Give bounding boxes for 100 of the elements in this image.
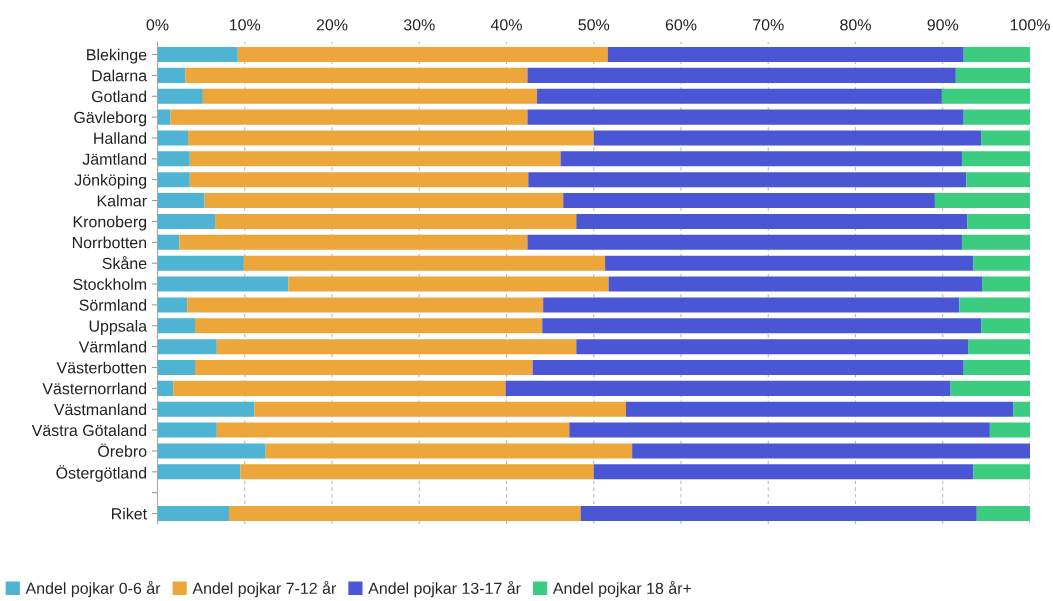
bar	[593, 130, 982, 146]
bar	[528, 172, 967, 188]
bar	[632, 443, 1030, 459]
y-tick-label: Uppsala	[89, 319, 148, 335]
legend-label: Andel pojkar 18 år+	[552, 580, 692, 598]
bar	[973, 464, 1030, 480]
bar	[157, 318, 196, 334]
bar	[189, 151, 561, 167]
bar	[157, 443, 266, 459]
bar	[941, 88, 1030, 104]
bar	[955, 67, 1030, 83]
x-tick-label: 60%	[665, 19, 697, 31]
bar	[157, 193, 205, 209]
y-tick-label: Stockholm	[73, 278, 147, 290]
bar	[626, 401, 1014, 417]
x-tick-label: 100%	[1010, 19, 1050, 31]
bar	[982, 276, 1030, 292]
bar	[607, 47, 964, 63]
bar	[187, 297, 544, 313]
legend-label: Andel pojkar 13-17 år	[368, 580, 521, 598]
bar	[157, 339, 217, 355]
bar	[505, 380, 951, 396]
y-tick-label: Västra Götaland	[31, 424, 147, 437]
y-tick-label: Gotland	[91, 90, 147, 103]
bar	[542, 318, 982, 334]
bar	[288, 276, 609, 292]
bar	[608, 276, 983, 292]
bar	[188, 130, 594, 146]
x-tick-label: 30%	[403, 19, 435, 31]
y-tick-label: Kronoberg	[73, 215, 147, 231]
bar	[157, 297, 188, 313]
bar	[532, 359, 964, 376]
bar	[989, 422, 1030, 438]
bar	[560, 151, 962, 167]
bar	[195, 318, 543, 334]
x-tick-label: 40%	[490, 19, 522, 31]
bar	[189, 172, 529, 188]
bar	[157, 276, 289, 292]
bar	[963, 109, 1030, 125]
bar	[157, 380, 174, 396]
y-tick-label: Gävleborg	[74, 111, 147, 127]
y-tick-label: Blekinge	[87, 48, 147, 64]
bar	[157, 422, 217, 438]
y-tick-label: Kalmar	[97, 194, 147, 207]
bar	[170, 109, 528, 125]
bar	[157, 151, 190, 167]
bar	[173, 380, 506, 396]
bar	[950, 380, 1030, 396]
bar	[240, 464, 594, 480]
bar	[185, 67, 528, 83]
y-tick-label: Norrbotten	[72, 236, 147, 249]
bar	[981, 130, 1030, 146]
bar	[157, 401, 255, 417]
bar	[605, 255, 974, 271]
bar	[966, 172, 1030, 188]
bar	[157, 88, 203, 104]
x-tick-label: 20%	[316, 19, 348, 31]
bar	[157, 109, 171, 125]
y-tick-label: Värmland	[78, 340, 147, 353]
bar	[254, 401, 627, 417]
bar	[157, 234, 180, 250]
y-tick-label: Västernorrland	[42, 382, 147, 395]
bar	[580, 506, 977, 522]
bar	[157, 47, 238, 63]
bar	[157, 172, 190, 188]
y-tick-label: Sörmland	[79, 299, 147, 311]
bar	[968, 339, 1030, 355]
bar	[593, 464, 974, 480]
bar	[963, 359, 1030, 376]
legend-label: Andel pojkar 0-6 år	[25, 580, 161, 598]
bar	[569, 422, 990, 438]
bar	[963, 47, 1030, 63]
bar	[229, 506, 581, 522]
legend-label: Andel pojkar 7-12 år	[192, 580, 337, 598]
bar	[973, 255, 1030, 271]
bar	[976, 506, 1030, 522]
y-tick-label: Halland	[94, 132, 147, 144]
bar	[576, 339, 969, 355]
bar	[157, 130, 189, 146]
bar	[216, 339, 577, 355]
bar	[981, 318, 1030, 334]
y-tick-label: Riket	[112, 507, 147, 520]
bar	[216, 422, 570, 438]
bar	[543, 297, 960, 313]
bar	[157, 213, 216, 229]
y-tick-label: Dalarna	[92, 69, 148, 82]
bar	[959, 297, 1030, 313]
bar	[1013, 401, 1030, 417]
x-tick-label: 10%	[229, 19, 261, 31]
bar	[157, 67, 186, 83]
bar	[237, 47, 608, 63]
y-tick-label: Östergötland	[56, 465, 147, 482]
y-tick-label: Västerbotten	[56, 361, 147, 374]
bar	[204, 193, 564, 209]
x-tick-label: 70%	[753, 19, 784, 31]
bar	[265, 443, 633, 459]
bar	[215, 213, 577, 229]
y-tick-label: Jönköping	[74, 173, 147, 189]
bar	[157, 506, 230, 522]
bar	[527, 67, 956, 83]
